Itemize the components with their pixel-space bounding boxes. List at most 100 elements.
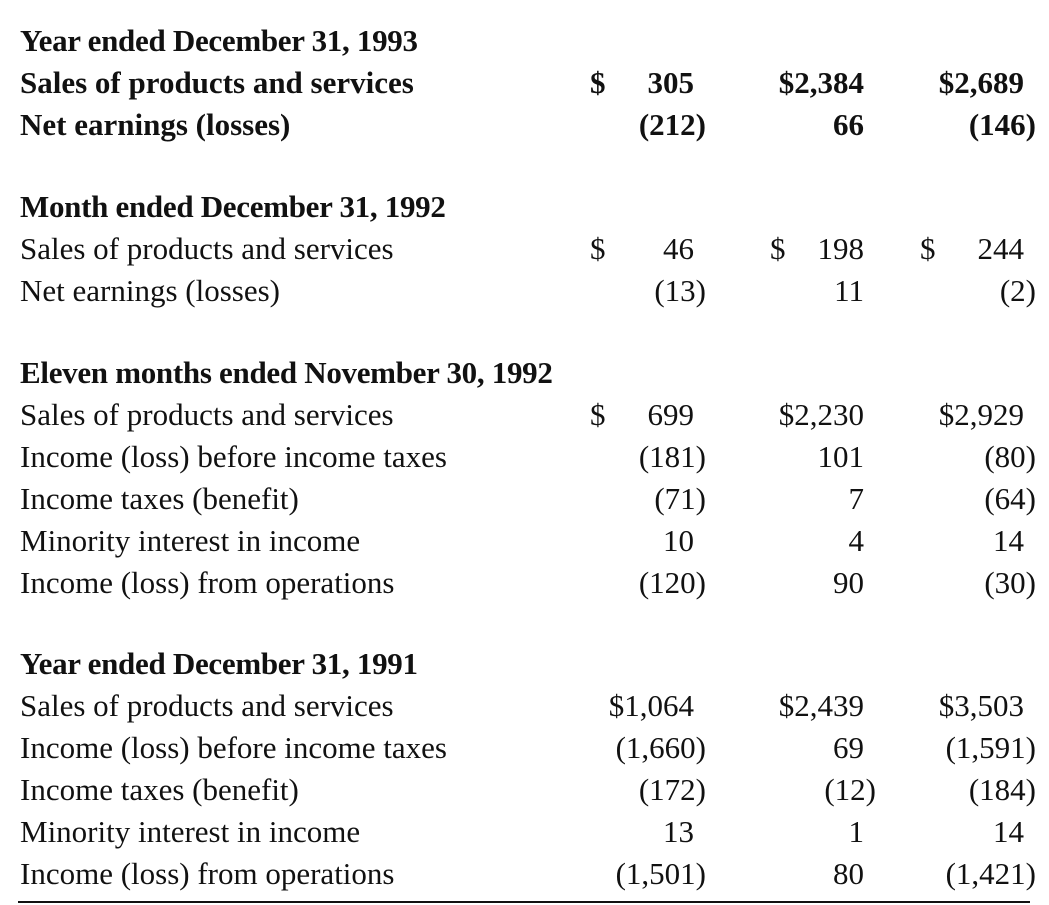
amount-value: $2,439 bbox=[778, 688, 864, 723]
table-row: Income taxes (benefit) (71) 7 (64) bbox=[0, 478, 1049, 520]
amount-value: (1,660) bbox=[615, 730, 706, 765]
row-label: Income (loss) from operations bbox=[20, 565, 395, 600]
amount-value: 101 bbox=[817, 439, 865, 474]
amount-value: $1,064 bbox=[608, 688, 694, 723]
amount-value: (120) bbox=[638, 565, 706, 600]
value-cell-col3: (2) bbox=[920, 270, 1036, 312]
value-cell-col2: 1 bbox=[770, 811, 876, 853]
amount-value: (212) bbox=[638, 107, 706, 142]
value-cell-col3: (80) bbox=[920, 436, 1036, 478]
row-label: Net earnings (losses) bbox=[20, 107, 291, 142]
amount-value: 14 bbox=[993, 814, 1024, 849]
amount-value: 46 bbox=[663, 231, 694, 266]
amount-value: 1 bbox=[848, 814, 865, 849]
table-row: Sales of products and services $305 $2,384… bbox=[0, 62, 1049, 104]
amount-value: $2,230 bbox=[778, 397, 864, 432]
value-cell-col3: $2,689 bbox=[920, 62, 1036, 104]
value-cell-col3: 14 bbox=[920, 520, 1036, 562]
value-cell-col2: 66 bbox=[770, 104, 876, 146]
value-cell-col1: (181) bbox=[590, 436, 706, 478]
value-cell-col3: $2,929 bbox=[920, 394, 1036, 436]
value-cell-col2: $198 bbox=[770, 228, 876, 270]
row-label: Minority interest in income bbox=[20, 814, 361, 849]
value-cell-col2: 4 bbox=[770, 520, 876, 562]
amount-value: (80) bbox=[984, 439, 1036, 474]
table-row: Income (loss) from operations (1,501) 80 (1… bbox=[0, 853, 1049, 895]
value-cell-col1: (1,660) bbox=[590, 727, 706, 769]
amount-value: (71) bbox=[654, 481, 706, 516]
section-heading: Year ended December 31, 1991 bbox=[20, 646, 418, 681]
amount-value: 90 bbox=[833, 565, 864, 600]
row-label: Sales of products and services bbox=[20, 688, 394, 723]
amount-value: (181) bbox=[638, 439, 706, 474]
value-cell-col1: $46 bbox=[590, 228, 706, 270]
amount-value: (172) bbox=[638, 772, 706, 807]
table-row: Income (loss) before income taxes (181) 10… bbox=[0, 436, 1049, 478]
currency-symbol: $ bbox=[590, 65, 606, 100]
amount-value: 244 bbox=[977, 231, 1025, 266]
value-cell-col1: 10 bbox=[590, 520, 706, 562]
value-cell-col1: (1,501) bbox=[590, 853, 706, 895]
value-cell-col1: (172) bbox=[590, 769, 706, 811]
value-cell-col2: 11 bbox=[770, 270, 876, 312]
table-row: Minority interest in income 10 4 14 bbox=[0, 520, 1049, 562]
row-label: Income taxes (benefit) bbox=[20, 772, 299, 807]
amount-value: 13 bbox=[663, 814, 694, 849]
table-row: Net earnings (losses) (13) 11 (2) bbox=[0, 270, 1049, 312]
currency-symbol: $ bbox=[590, 231, 606, 266]
amount-value: $2,384 bbox=[778, 65, 864, 100]
value-cell-col3: (64) bbox=[920, 478, 1036, 520]
value-cell-col3: (1,421) bbox=[920, 853, 1036, 895]
value-cell-col2: 101 bbox=[770, 436, 876, 478]
table-row: Income taxes (benefit) (172) (12) (184) bbox=[0, 769, 1049, 811]
currency-symbol: $ bbox=[920, 231, 936, 266]
currency-symbol: $ bbox=[590, 397, 606, 432]
value-cell-col2: $2,230 bbox=[770, 394, 876, 436]
value-cell-col3: (184) bbox=[920, 769, 1036, 811]
amount-value: $3,503 bbox=[938, 688, 1024, 723]
value-cell-col2: $2,384 bbox=[770, 62, 876, 104]
table-row: Sales of products and services $46 $198 $24… bbox=[0, 228, 1049, 270]
amount-value: $2,689 bbox=[938, 65, 1024, 100]
value-cell-col3: (1,591) bbox=[920, 727, 1036, 769]
amount-value: (184) bbox=[968, 772, 1036, 807]
value-cell-col2: 7 bbox=[770, 478, 876, 520]
value-cell-col1: (212) bbox=[590, 104, 706, 146]
amount-value: 10 bbox=[663, 523, 694, 558]
row-label: Income (loss) before income taxes bbox=[20, 730, 447, 765]
amount-value: 80 bbox=[833, 856, 864, 891]
table-row: Sales of products and services $1,064 $2,4… bbox=[0, 685, 1049, 727]
row-label: Income (loss) before income taxes bbox=[20, 439, 447, 474]
value-cell-col2: (12) bbox=[770, 769, 876, 811]
amount-value: 198 bbox=[817, 231, 865, 266]
row-label: Minority interest in income bbox=[20, 523, 361, 558]
bottom-rule bbox=[18, 901, 1030, 903]
amount-value: 7 bbox=[848, 481, 865, 516]
amount-value: 305 bbox=[647, 65, 695, 100]
value-cell-col1: $1,064 bbox=[590, 685, 706, 727]
value-cell-col3: (30) bbox=[920, 562, 1036, 604]
amount-value: 4 bbox=[848, 523, 865, 558]
row-label: Income taxes (benefit) bbox=[20, 481, 299, 516]
value-cell-col3: $3,503 bbox=[920, 685, 1036, 727]
currency-symbol: $ bbox=[770, 231, 786, 266]
value-cell-col1: (13) bbox=[590, 270, 706, 312]
amount-value: (1,421) bbox=[945, 856, 1036, 891]
amount-value: 11 bbox=[834, 273, 864, 308]
amount-value: 14 bbox=[993, 523, 1024, 558]
table-row: Net earnings (losses) (212) 66 (146) bbox=[0, 104, 1049, 146]
amount-value: 69 bbox=[833, 730, 864, 765]
table-row: Minority interest in income 13 1 14 bbox=[0, 811, 1049, 853]
table-row: Income (loss) from operations (120) 90 (30) bbox=[0, 562, 1049, 604]
value-cell-col2: 80 bbox=[770, 853, 876, 895]
amount-value: (12) bbox=[824, 772, 876, 807]
amount-value: (1,501) bbox=[615, 856, 706, 891]
table-row: Income (loss) before income taxes (1,660)… bbox=[0, 727, 1049, 769]
amount-value: 699 bbox=[647, 397, 695, 432]
row-label: Income (loss) from operations bbox=[20, 856, 395, 891]
row-label: Sales of products and services bbox=[20, 231, 394, 266]
value-cell-col1: $305 bbox=[590, 62, 706, 104]
table-row: Sales of products and services $699 $2,230… bbox=[0, 394, 1049, 436]
amount-value: (146) bbox=[968, 107, 1036, 142]
